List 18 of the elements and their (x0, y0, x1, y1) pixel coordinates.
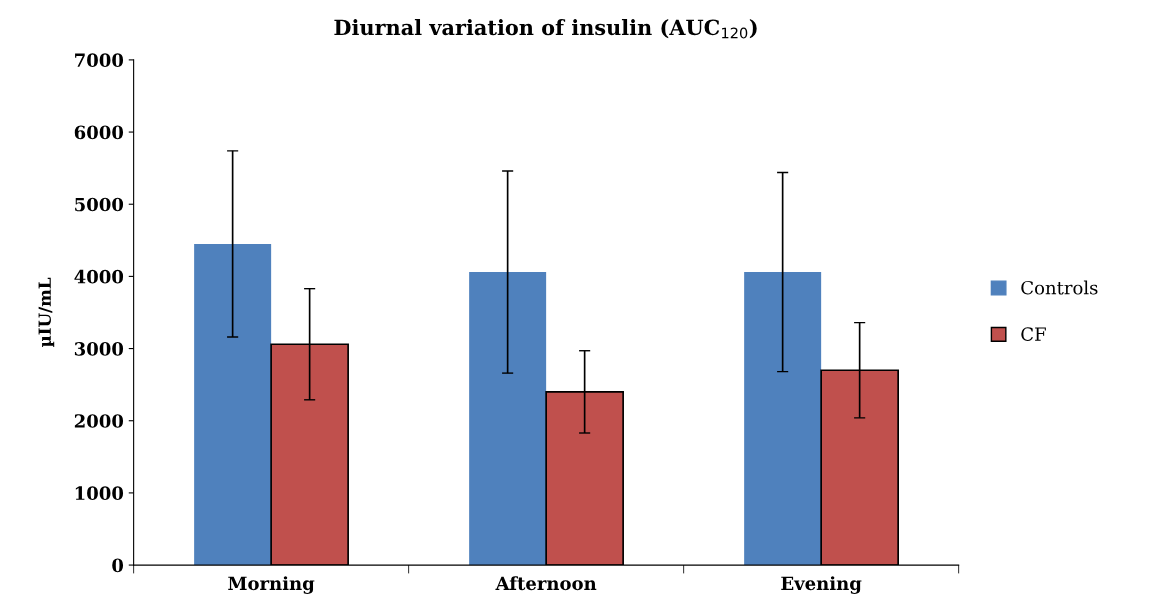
y-tick-label: 6000 (74, 125, 124, 140)
bar (744, 272, 822, 566)
y-tick-label: 4000 (74, 269, 124, 284)
y-tick-label: 0 (112, 558, 124, 573)
legend-label: CF (1021, 327, 1046, 341)
y-tick-label: 5000 (75, 197, 124, 212)
y-tick-label: 2000 (74, 414, 124, 428)
y-tick-label: 7000 (75, 53, 124, 68)
x-tick-label: Afternoon (495, 576, 597, 591)
y-tick-label: 1000 (75, 486, 124, 501)
y-tick-label: 3000 (74, 342, 124, 356)
y-axis-title: µIU/mL (38, 277, 55, 347)
chart-title: Diurnal variation of insulin (AUC$_{120}$) (334, 19, 757, 39)
x-tick-label: Evening (781, 576, 862, 594)
legend-label: Controls (1021, 280, 1098, 295)
bar (469, 272, 547, 566)
x-tick-label: Morning (228, 576, 315, 594)
bar (194, 243, 272, 566)
